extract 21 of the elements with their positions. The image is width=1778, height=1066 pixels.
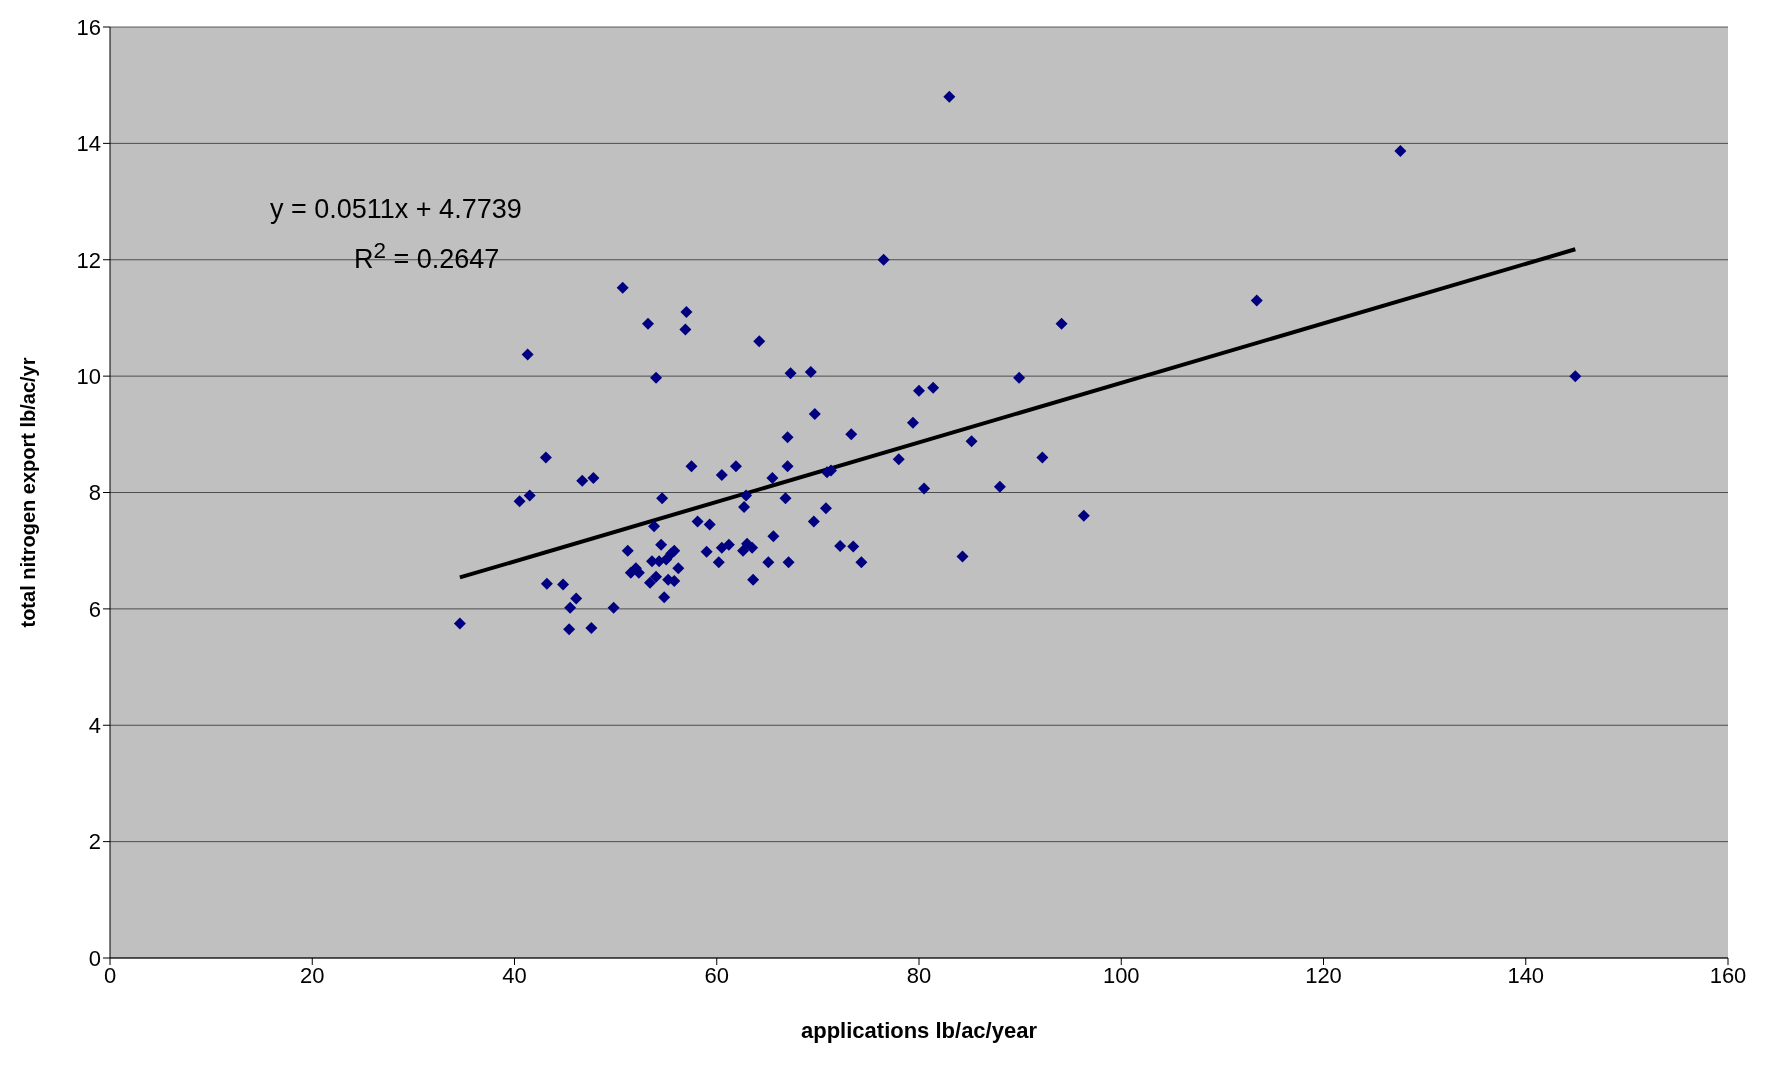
y-tick-label: 2 xyxy=(88,829,101,855)
x-tick-label: 100 xyxy=(1102,962,1140,988)
y-tick-label: 0 xyxy=(88,945,101,971)
x-tick-label: 40 xyxy=(502,962,527,988)
y-tick-label: 4 xyxy=(88,713,101,739)
y-tick-label: 14 xyxy=(76,131,101,157)
x-tick-label: 120 xyxy=(1305,962,1342,988)
x-tick-label: 60 xyxy=(704,962,729,988)
y-axis-title: total nitrogen export lb/ac/yr xyxy=(17,357,40,628)
x-tick-label: 20 xyxy=(300,962,325,988)
x-axis-title: applications lb/ac/year xyxy=(801,1018,1038,1043)
y-tick-label: 10 xyxy=(76,363,101,389)
annotation: R$^{2}$ = 0.2647 xyxy=(354,238,500,275)
annotation: y = 0.0511x + 4.7739 xyxy=(270,194,522,225)
y-tick-label: 6 xyxy=(88,596,101,622)
x-tick-label: 160 xyxy=(1709,962,1747,988)
y-tick-label: 8 xyxy=(88,480,101,506)
x-tick-label: 80 xyxy=(906,962,932,988)
y-tick-label: 16 xyxy=(76,14,101,40)
y-tick-label: 12 xyxy=(76,247,101,273)
x-tick-label: 140 xyxy=(1507,962,1545,988)
